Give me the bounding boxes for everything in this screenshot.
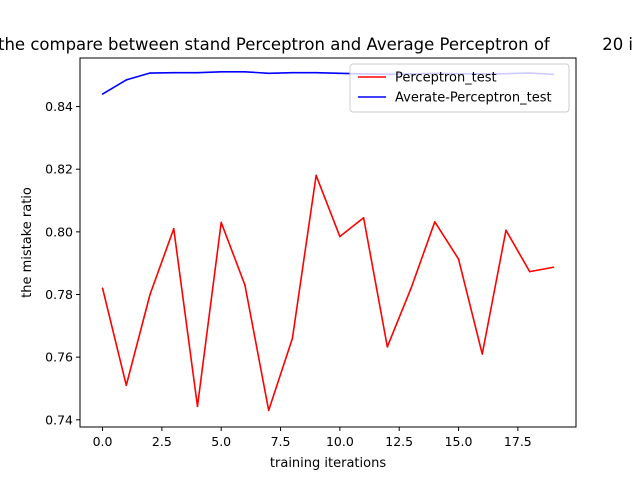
chart-title: the compare between stand Perceptron and… (0, 35, 633, 54)
legend-entry-label: Averate-Perceptron_test (395, 91, 552, 106)
series-line-1 (101, 174, 554, 412)
data-point (196, 405, 199, 408)
data-point (196, 71, 199, 74)
legend: Perceptron_test Averate-Perceptron_test (349, 63, 570, 113)
data-point (386, 346, 389, 348)
data-point (267, 409, 270, 412)
data-point (244, 284, 246, 286)
x-tick-label: 15.0 (445, 434, 473, 449)
data-point (339, 72, 341, 75)
y-tick-label: 0.84 (45, 99, 73, 114)
y-tick-label: 0.78 (45, 287, 73, 302)
legend-box (349, 63, 570, 113)
data-point (362, 216, 365, 219)
data-point (315, 174, 317, 177)
data-point (410, 287, 412, 290)
axis-ticks: 0.0 2.5 5.0 7.5 10.0 12.5 15.0 17.5 0.74 0.76 0.78… (45, 99, 532, 449)
data-point (149, 293, 151, 296)
x-tick-label: 12.5 (385, 434, 413, 449)
y-tick-label: 0.80 (45, 224, 73, 239)
data-point (220, 221, 223, 224)
data-point (433, 221, 436, 223)
data-point (172, 227, 175, 230)
data-point (125, 79, 128, 81)
y-tick-label: 0.82 (45, 162, 73, 177)
data-point (101, 93, 104, 95)
data-point (315, 71, 317, 74)
data-point (481, 353, 484, 355)
legend-entry-label: Perceptron_test (395, 71, 497, 86)
data-point (244, 70, 246, 73)
x-tick-label: 10.0 (326, 434, 354, 449)
x-tick-label: 17.5 (504, 434, 532, 449)
data-point (457, 258, 460, 260)
data-point (339, 235, 341, 238)
series-layer (101, 70, 555, 412)
data-point (125, 384, 128, 387)
data-point (528, 270, 531, 273)
y-tick-label: 0.74 (45, 412, 73, 427)
data-point (101, 287, 104, 290)
x-tick-label: 0.0 (93, 434, 113, 449)
data-point (291, 71, 294, 74)
x-tick-label: 5.0 (211, 434, 231, 449)
x-axis-label: training iterations (270, 456, 386, 471)
data-point (149, 72, 151, 74)
plot-frame (79, 57, 577, 428)
data-point (267, 72, 270, 75)
y-axis-label: the mistake ratio (20, 187, 35, 298)
data-point (552, 266, 555, 269)
x-tick-label: 2.5 (152, 434, 172, 449)
y-tick-label: 0.76 (45, 350, 73, 365)
data-point (220, 70, 223, 73)
x-tick-label: 7.5 (271, 434, 291, 449)
data-point (291, 337, 294, 340)
data-point (172, 71, 175, 74)
data-point (505, 229, 507, 232)
